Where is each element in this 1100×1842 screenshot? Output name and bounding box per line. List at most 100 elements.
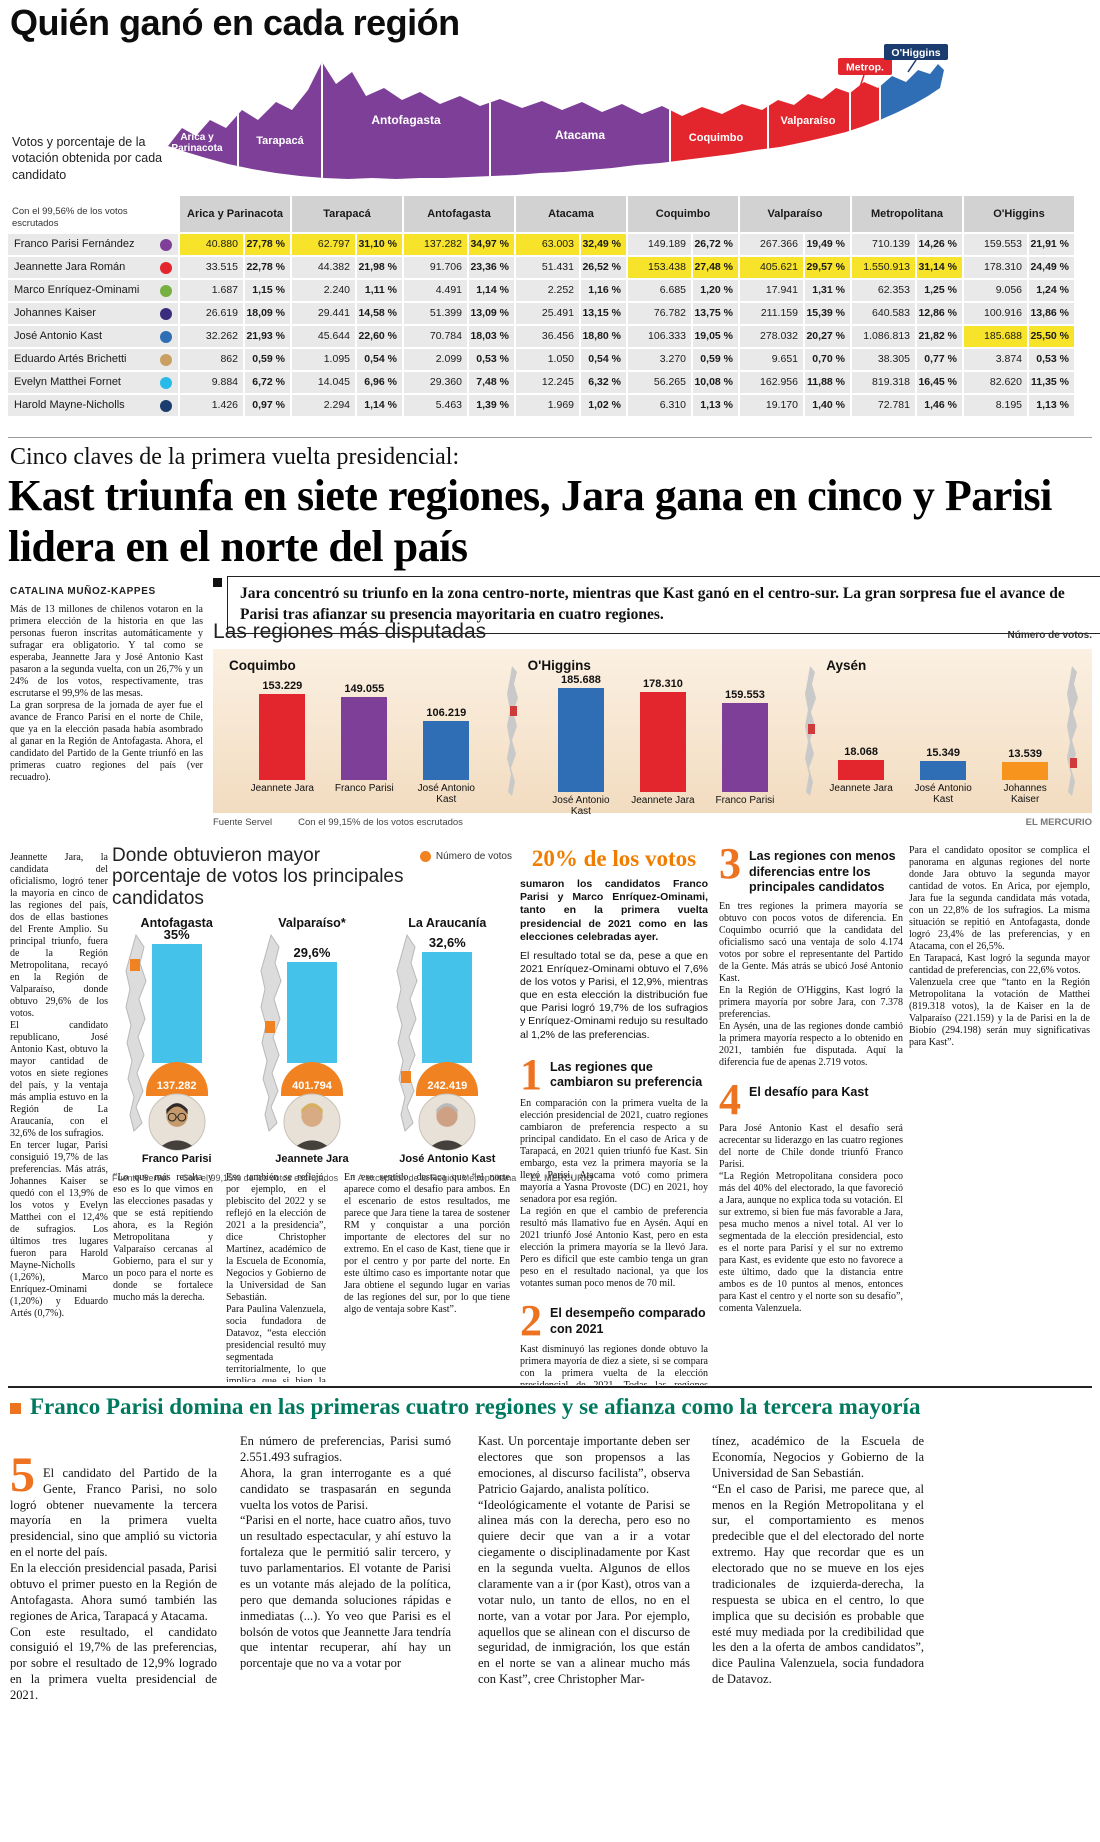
chart-credit: EL MERCURIO (530, 1172, 594, 1183)
votes-cell: 640.583 (852, 303, 915, 324)
votes-cell: 1.095 (292, 349, 355, 370)
percentage-cell: 6,72 % (245, 372, 290, 393)
percentage-cell: 0,77 % (917, 349, 962, 370)
chart1-bar-group: 153.229 Jeannete Jara (249, 680, 315, 807)
chart1-bar-group: 149.055 Franco Parisi (331, 683, 397, 807)
votes-cell: 33.515 (180, 257, 243, 278)
bar-candidate-label: Jeannete Jara (631, 795, 695, 807)
bar (423, 721, 470, 781)
bar-value-label: 18.068 (844, 746, 878, 758)
candidate-name: Johannes Kaiser (14, 306, 96, 319)
bar-candidate-label: Jeannete Jara (250, 783, 314, 795)
map-caption: Votos y porcentaje de la votación obteni… (12, 135, 163, 182)
candidate-name: Harold Mayne-Nicholls (14, 398, 125, 411)
chart1-group-0: Coquimbo 153.229 Jeannete Jara 149.055 Franc… (223, 655, 506, 807)
percentage-cell: 15,39 % (805, 303, 850, 324)
percentage-cell: 31,14 % (917, 257, 962, 278)
percentage-cell: 18,03 % (469, 326, 514, 347)
body-column-5: En ese sentido, destaca que “el norte ap… (344, 1172, 510, 1315)
percentage-cell: 6,96 % (357, 372, 402, 393)
percentage-cell: 11,88 % (805, 372, 850, 393)
percentage-bar (286, 961, 337, 1063)
candidate-name: Jeannette Jara Román (14, 260, 126, 273)
percentage-cell: 25,50 % (1029, 326, 1074, 347)
votes-cell: 9.884 (180, 372, 243, 393)
chart1-group-2: Aysén 18.068 Jeannete Jara 15.349 José Anton… (820, 655, 1066, 807)
percentage-cell: 26,72 % (693, 234, 738, 255)
percentage-label: 35% (163, 927, 190, 943)
region-map-silhouette-icon (260, 933, 282, 1132)
chart-scrutiny-note: Con el 99,15% de los votos escrutados (298, 817, 463, 829)
votes-cell: 1.086.813 (852, 326, 915, 347)
percentage-cell: 0,59 % (693, 349, 738, 370)
chart1-footer: Fuente Servel Con el 99,15% de los votos … (213, 817, 1092, 828)
region-column-header: Tarapacá (292, 196, 402, 232)
votes-cell: 3.270 (628, 349, 691, 370)
bar-value-label: 153.229 (262, 680, 303, 692)
percentage-cell: 1,25 % (917, 280, 962, 301)
key-3-number: 3 (719, 845, 741, 888)
bottom-divider (8, 1386, 1092, 1388)
key-2-title: El desempeño comparado con 2021 (550, 1306, 706, 1336)
key-1-body: En comparación con la primera vuelta de … (520, 1098, 708, 1290)
bottom-headline: Franco Parisi domina en las primeras cua… (10, 1394, 1092, 1419)
percentage-cell: 1,14 % (469, 280, 514, 301)
chart2-region-label: Valparaíso* (278, 915, 346, 930)
candidate-name: Franco Parisi Fernández (14, 237, 135, 250)
votes-cell: 62.353 (852, 280, 915, 301)
map-label-atacama: Atacama (555, 128, 605, 142)
percentage-cell: 20,27 % (805, 326, 850, 347)
percentage-cell: 12,86 % (917, 303, 962, 324)
percentage-cell: 21,93 % (245, 326, 290, 347)
percentage-cell: 1,40 % (805, 395, 850, 416)
region-column-header: Atacama (516, 196, 626, 232)
chile-map-sliver-icon (506, 666, 518, 797)
key-1-number: 1 (520, 1049, 542, 1099)
votes-cell: 4.491 (404, 280, 467, 301)
chart1-region-label: Aysén (826, 658, 867, 674)
votes-cell: 710.139 (852, 234, 915, 255)
key-4: 4 El desafío para Kast Para José Antonio… (719, 1077, 903, 1315)
key-3-body: En tres regiones la primera mayoría se o… (719, 900, 903, 1068)
bottom-column-1: 5 El candidato del Partido de la Gente, … (10, 1434, 217, 1834)
map-label-arica: Arica y (180, 132, 214, 143)
votes-cell: 38.305 (852, 349, 915, 370)
orange-square-bullet (10, 1403, 21, 1414)
bar (920, 761, 967, 781)
bar-value-label: 149.055 (344, 683, 385, 695)
chart-credit: EL MERCURIO (1025, 817, 1092, 829)
candidate-color-dot-icon (160, 238, 172, 251)
bar-value-label: 185.688 (561, 673, 601, 686)
key-2-body: Kast disminuyó las regiones donde obtuvo… (520, 1344, 708, 1385)
percentage-cell: 1,24 % (1029, 280, 1074, 301)
chart1-header: Las regiones más disputadas Número de vot… (213, 620, 1092, 643)
twenty-percent-body: El resultado total se da, pese a que en … (520, 949, 708, 1041)
lead-bullet-square (213, 578, 222, 587)
percentage-label: 32,6% (428, 935, 466, 951)
percentage-cell: 0,59 % (245, 349, 290, 370)
percentage-cell: 13,09 % (469, 303, 514, 324)
votes-cell: 2.294 (292, 395, 355, 416)
percentage-label: 29,6% (293, 945, 331, 961)
votes-cell: 6.685 (628, 280, 691, 301)
votes-cell: 51.431 (516, 257, 579, 278)
chart2-title: Donde obtuvieron mayor porcentaje de vot… (112, 845, 404, 909)
chart1-bar-group: 159.553 Franco Parisi (712, 689, 778, 819)
percentage-cell: 14,26 % (917, 234, 962, 255)
key-3: 3 Las regiones con menos diferencias ent… (719, 845, 903, 1069)
chile-map-sliver-icon (805, 666, 817, 797)
votes-cell: 153.438 (628, 257, 691, 278)
votes-cell: 185.688 (964, 326, 1027, 347)
key-2-number: 2 (520, 1296, 542, 1346)
map-label-ohiggins: O'Higgins (891, 47, 940, 59)
chart2-panel-0: Antofagasta 35% 137.282 Franco Parisi (112, 916, 241, 1165)
chart1-bar-group: 13.539 Johannes Kaiser (992, 748, 1058, 807)
bottom-column-2: En número de preferencias, Parisi sumó 2… (240, 1434, 451, 1671)
chart-footnote: * A excepción de la Región Metropolitana (352, 1172, 517, 1183)
lead-paragraph: Jara concentró su triunfo en la zona cen… (227, 576, 1100, 634)
chart1-bars: 185.688 José Antonio Kast 178.310 Jeannete … (522, 674, 805, 819)
percentage-cell: 6,32 % (581, 372, 626, 393)
candidate-color-dot-icon (160, 330, 172, 343)
candidate-row-header: Marco Enríquez-Ominami (8, 280, 178, 301)
votes-cell: 70.784 (404, 326, 467, 347)
